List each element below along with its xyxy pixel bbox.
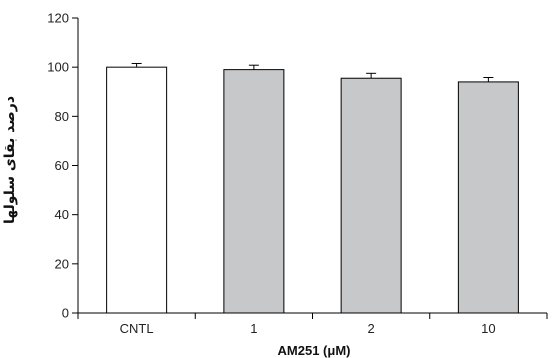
y-axis-label: درصد بقای سلولها [2,96,18,224]
y-tick-label: 40 [55,207,69,222]
x-axis-label: AM251 (μM) [278,343,351,358]
bars [106,62,519,314]
y-axis: 0 20 40 60 80 100 120 [47,11,79,321]
x-tick-label: 10 [481,321,495,336]
bar-10 [457,81,519,314]
bar-1 [223,69,285,314]
y-tick-label: 100 [47,60,69,75]
y-tick-label: 120 [47,11,69,26]
y-tick-label: 0 [62,306,69,321]
x-tick-label: 1 [250,321,257,336]
y-tick-label: 20 [55,256,69,271]
x-tick-label: 2 [368,321,375,336]
bar-cntl [106,66,168,314]
bar-2 [340,77,402,314]
x-tick-label: CNTL [120,321,154,336]
y-tick-label: 80 [55,109,69,124]
y-tick-label: 60 [55,158,69,173]
x-axis: CNTL 1 2 10 [77,312,548,336]
